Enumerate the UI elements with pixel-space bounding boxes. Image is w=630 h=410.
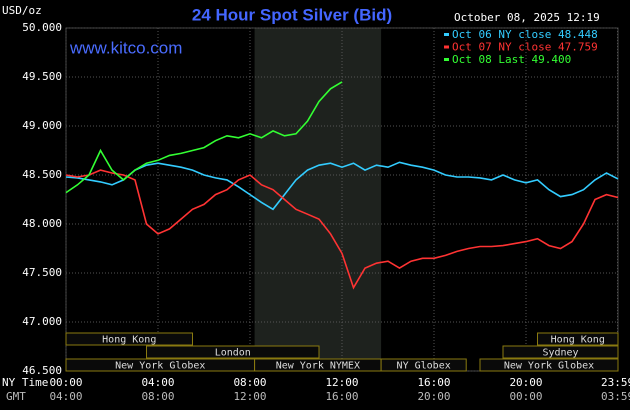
session-label: London [215, 348, 251, 359]
x-tick-label: 08:00 [233, 376, 266, 389]
legend-label: Oct 06 NY close 48.448 [452, 28, 598, 41]
legend-label: Oct 08 Last 49.400 [452, 53, 571, 66]
y-tick-label: 46.500 [22, 364, 62, 377]
timestamp: October 08, 2025 12:19 [454, 11, 600, 24]
y-tick-label: 48.500 [22, 168, 62, 181]
legend-swatch [444, 45, 449, 49]
chart-title: 24 Hour Spot Silver (Bid) [192, 5, 392, 24]
x-tick-label: 16:00 [417, 376, 450, 389]
x-label-gmt: GMT [6, 390, 26, 403]
x-tick-label: 12:00 [325, 376, 358, 389]
x-tick-label: 04:00 [141, 376, 174, 389]
series-line [65, 161, 619, 211]
x-label-ny: NY Time [2, 376, 48, 389]
y-tick-label: 48.000 [22, 217, 62, 230]
session-shade [254, 28, 382, 371]
x-tick-label: 00:00 [49, 376, 82, 389]
y-tick-label: 50.000 [22, 21, 62, 34]
session-bar [502, 345, 619, 359]
x-tick-label-gmt: 03:59 [601, 390, 630, 403]
plot-under [65, 27, 619, 372]
x-tick-label-gmt: 00:00 [509, 390, 542, 403]
session-bar [479, 358, 619, 372]
session-label: Hong Kong [102, 335, 156, 346]
y-tick-label: 49.000 [22, 119, 62, 132]
legend-swatch [444, 58, 449, 61]
x-tick-label-gmt: 08:00 [141, 390, 174, 403]
x-tick-label-gmt: 20:00 [417, 390, 450, 403]
y-tick-label: 47.000 [22, 315, 62, 328]
session-label: New York Globex [504, 361, 594, 372]
x-tick-label-gmt: 12:00 [233, 390, 266, 403]
session-bar [380, 358, 467, 372]
series-line [65, 169, 619, 290]
legend-swatch [444, 33, 449, 36]
session-label: NY Globex [397, 361, 451, 372]
session-label: Hong Kong [551, 335, 605, 346]
legend-label: Oct 07 NY close 47.759 [452, 41, 598, 54]
y-tick-label: 49.500 [22, 70, 62, 83]
session-label: New York NYMEX [276, 361, 360, 372]
session-bar [65, 332, 193, 346]
y-axis-label: USD/oz [2, 4, 42, 17]
series-line [65, 81, 343, 194]
session-bar [146, 345, 320, 359]
x-tick-label-gmt: 16:00 [325, 390, 358, 403]
session-label: New York Globex [115, 361, 205, 372]
session-label: Sydney [542, 348, 578, 359]
y-tick-label: 47.500 [22, 266, 62, 279]
x-tick-label: 23:59 [601, 376, 630, 389]
x-tick-label: 20:00 [509, 376, 542, 389]
watermark: www.kitco.com [69, 38, 182, 57]
session-bar [537, 332, 619, 346]
x-tick-label-gmt: 04:00 [49, 390, 82, 403]
